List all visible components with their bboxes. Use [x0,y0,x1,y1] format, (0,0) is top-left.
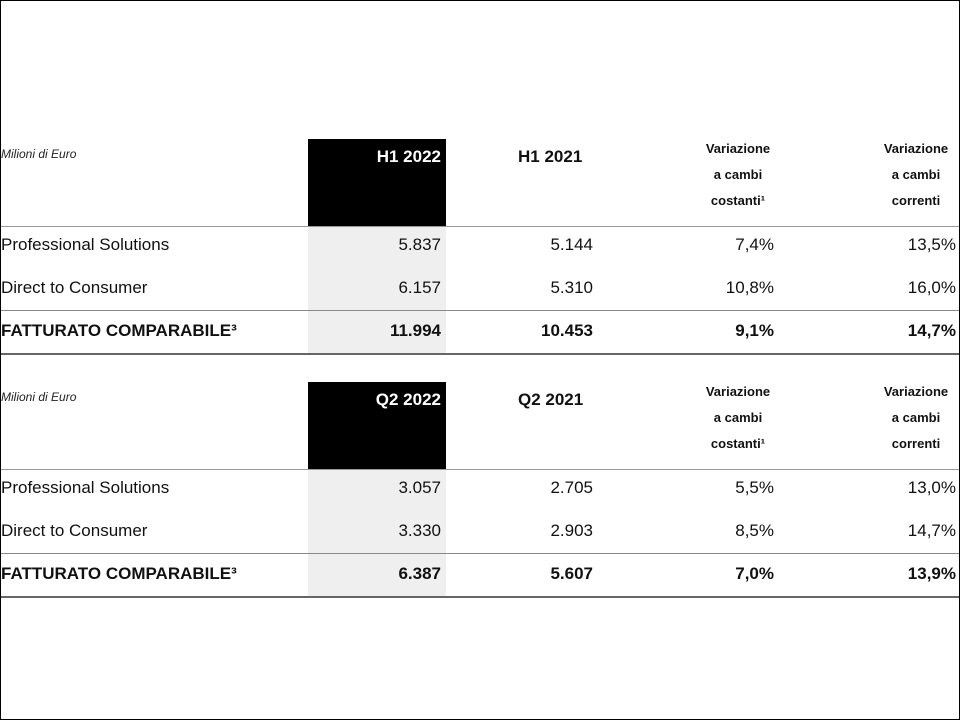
header-highlight [308,139,446,226]
column-header: a cambi [891,410,941,425]
cell-value: 5.144 [550,235,593,254]
cell-value: 14,7% [907,521,956,540]
column-header: costanti¹ [710,436,766,451]
column-highlight [308,226,446,353]
rule [1,310,959,311]
column-header: a cambi [891,167,941,182]
column-header: costanti¹ [710,193,766,208]
cell-value: 5.607 [550,564,593,583]
cell-value: 11.994 [389,321,441,340]
rule [1,596,959,598]
column-header: a cambi [713,167,763,182]
cell-value: 14,7% [907,321,956,340]
cell-value: 6.157 [398,278,441,297]
column-header: Q2 2021 [518,390,584,409]
column-header: Variazione [883,384,949,399]
rule [1,226,959,227]
cell-value: 9,1% [735,321,774,340]
unit-label: Milioni di Euro [1,390,77,404]
row-label: Direct to Consumer [1,278,148,297]
cell-value: 3.330 [398,521,441,540]
column-header: a cambi [713,410,763,425]
cell-value: 13,9% [907,564,956,583]
cell-value: 7,4% [735,235,774,254]
cell-value: 8,5% [735,521,774,540]
column-header: Variazione [705,384,771,399]
rule [1,353,959,355]
unit-label: Milioni di Euro [1,147,77,161]
column-header: H1 2021 [518,147,583,166]
cell-value: 5,5% [735,478,774,497]
cell-value: 10.453 [541,321,593,340]
cell-value: 6.387 [398,564,441,583]
column-header: H1 2022 [376,147,441,166]
row-label: Professional Solutions [1,478,170,497]
cell-value: 2.903 [550,521,593,540]
row-label: Professional Solutions [1,235,170,254]
column-header: Q2 2022 [375,390,441,409]
cell-value: 3.057 [398,478,441,497]
cell-value: 7,0% [735,564,774,583]
cell-value: 2.705 [550,478,593,497]
cell-value: 16,0% [907,278,956,297]
row-label: FATTURATO COMPARABILE³ [1,321,237,340]
rule [1,553,959,554]
cell-value: 5.837 [398,235,441,254]
cell-value: 13,5% [907,235,956,254]
header-highlight [308,382,446,469]
rule [1,469,959,470]
column-highlight [308,469,446,596]
cell-value: 13,0% [907,478,956,497]
cell-value: 5.310 [550,278,593,297]
column-header: Variazione [705,141,771,156]
column-header: Variazione [883,141,949,156]
row-label: Direct to Consumer [1,521,148,540]
column-header: correnti [891,436,941,451]
column-header: correnti [891,193,941,208]
cell-value: 10,8% [725,278,774,297]
row-label: FATTURATO COMPARABILE³ [1,564,237,583]
